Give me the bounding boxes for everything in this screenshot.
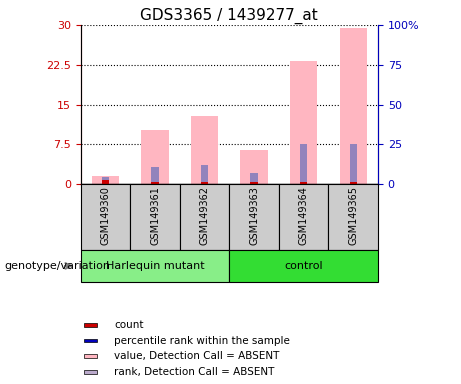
Text: genotype/variation: genotype/variation bbox=[5, 261, 111, 271]
Bar bbox=[102, 177, 109, 180]
Title: GDS3365 / 1439277_at: GDS3365 / 1439277_at bbox=[141, 7, 318, 23]
Bar bbox=[102, 180, 109, 184]
Bar bbox=[130, 184, 180, 250]
Text: Harlequin mutant: Harlequin mutant bbox=[106, 261, 204, 271]
Text: GSM149361: GSM149361 bbox=[150, 186, 160, 245]
Bar bbox=[340, 28, 367, 184]
Bar bbox=[250, 182, 258, 184]
Bar bbox=[201, 182, 208, 184]
Text: GSM149362: GSM149362 bbox=[200, 186, 210, 245]
Bar bbox=[241, 150, 268, 184]
Text: control: control bbox=[284, 261, 323, 271]
Text: percentile rank within the sample: percentile rank within the sample bbox=[114, 336, 290, 346]
Bar bbox=[151, 167, 159, 182]
Bar bbox=[84, 354, 97, 358]
Bar bbox=[279, 184, 328, 250]
Bar bbox=[151, 182, 159, 184]
Text: count: count bbox=[114, 320, 143, 330]
Bar bbox=[300, 144, 307, 182]
Text: GSM149360: GSM149360 bbox=[100, 186, 111, 245]
Bar bbox=[229, 184, 279, 250]
Bar bbox=[84, 339, 97, 343]
Text: GSM149364: GSM149364 bbox=[299, 186, 309, 245]
Bar bbox=[250, 173, 258, 182]
Text: GSM149363: GSM149363 bbox=[249, 186, 259, 245]
Text: value, Detection Call = ABSENT: value, Detection Call = ABSENT bbox=[114, 351, 279, 361]
Bar bbox=[81, 250, 230, 282]
Bar bbox=[84, 370, 97, 374]
Bar bbox=[191, 116, 218, 184]
Bar bbox=[201, 165, 208, 182]
Bar bbox=[142, 130, 169, 184]
Bar bbox=[84, 323, 97, 327]
Bar bbox=[92, 176, 119, 184]
Bar bbox=[328, 184, 378, 250]
Text: GSM149365: GSM149365 bbox=[348, 186, 358, 245]
Bar bbox=[349, 182, 357, 184]
Bar bbox=[290, 61, 317, 184]
Bar bbox=[349, 144, 357, 182]
Bar bbox=[180, 184, 229, 250]
Text: rank, Detection Call = ABSENT: rank, Detection Call = ABSENT bbox=[114, 367, 274, 377]
Bar bbox=[229, 250, 378, 282]
Bar bbox=[81, 184, 130, 250]
Bar bbox=[300, 182, 307, 184]
